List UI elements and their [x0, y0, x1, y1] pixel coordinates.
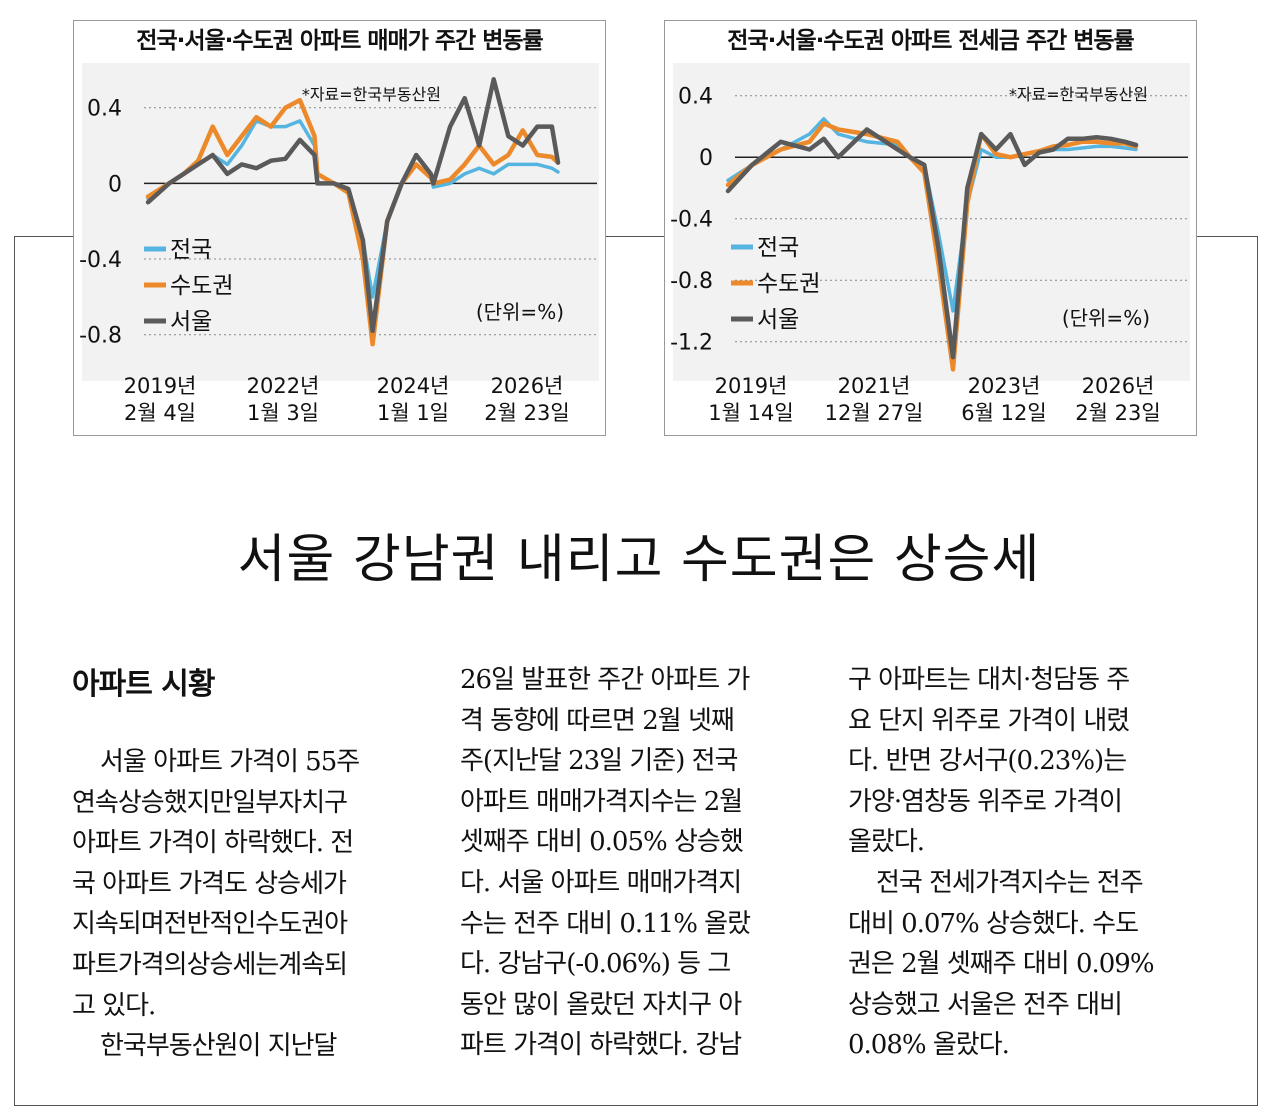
body-line: 아파트 매매가격지수는 2월: [460, 786, 743, 817]
body-column-2: 26일 발표한 주간 아파트 가 격 동향에 따르면 2월 넷째 주(지난달 2…: [460, 660, 812, 1066]
x-tick-label: 6월 12일: [961, 401, 1046, 425]
body-line: 대비 0.07% 상승했다. 수도: [848, 908, 1139, 939]
body-line: 고 있다.: [72, 990, 156, 1021]
source-note: *자료=한국부동산원: [1009, 85, 1148, 104]
legend-label: 서울: [757, 307, 799, 333]
body-line: 파트가격의상승세는계속되: [72, 949, 348, 980]
legend-label: 수도권: [170, 273, 233, 299]
y-tick-label: -0.8: [79, 324, 122, 349]
body-line: 한국부동산원이 지난달: [100, 1031, 337, 1062]
x-tick-label: 2021년: [838, 374, 911, 398]
x-tick-label: 2022년: [247, 374, 320, 398]
source-note: *자료=한국부동산원: [302, 85, 441, 104]
y-tick-label: 0: [699, 146, 713, 171]
y-tick-label: -0.4: [79, 248, 122, 273]
body-line: 수는 전주 대비 0.11% 올랐: [460, 908, 751, 939]
body-column-1: 서울 아파트 가격이 55주 연속상승했지만일부자치구 아파트 가격이 하락했다…: [72, 742, 424, 1067]
x-tick-label: 1월 3일: [247, 401, 319, 425]
section-label: 아파트 시황: [72, 667, 215, 702]
x-tick-label: 2026년: [491, 374, 564, 398]
y-tick-label: 0.4: [87, 97, 122, 122]
body-line: 지속되며전반적인수도권아: [72, 909, 348, 940]
body-line: 주(지난달 23일 기준) 전국: [460, 746, 738, 777]
x-tick-label: 1월 14일: [708, 401, 793, 425]
body-line: 다. 서울 아파트 매매가격지: [460, 867, 742, 898]
x-tick-label: 2월 23일: [484, 401, 569, 425]
x-tick-label: 2월 4일: [124, 401, 196, 425]
body-line: 올랐다.: [848, 827, 925, 858]
y-tick-label: -0.8: [670, 269, 713, 294]
x-tick-label: 1월 1일: [377, 401, 449, 425]
legend-label: 전국: [757, 235, 799, 261]
x-tick-label: 12월 27일: [825, 401, 924, 425]
x-tick-label: 2023년: [968, 374, 1041, 398]
x-tick-label: 2019년: [124, 374, 197, 398]
body-line: 가양·염창동 위주로 가격이: [848, 786, 1123, 817]
y-tick-label: 0.4: [678, 85, 713, 110]
body-line: 요 단지 위주로 가격이 내렸: [848, 705, 1130, 736]
x-tick-label: 2024년: [377, 374, 450, 398]
body-line: 연속상승했지만일부자치구: [72, 787, 348, 818]
right-chart-panel: 전국·서울·수도권 아파트 전세금 주간 변동률 0.4 0 -0.4 -0.8 -1.…: [664, 20, 1197, 436]
series-line-3: [145, 77, 561, 334]
body-line: 셋째주 대비 0.05% 상승했: [460, 827, 744, 858]
body-line: 전국 전세가격지수는 전주: [876, 867, 1144, 898]
y-tick-label: -1.2: [670, 331, 713, 356]
right-chart-title: 전국·서울·수도권 아파트 전세금 주간 변동률: [727, 28, 1134, 54]
article-frame: [14, 236, 1258, 1106]
body-line: 26일 발표한 주간 아파트 가: [460, 665, 750, 695]
x-tick-label: 2월 23일: [1075, 401, 1160, 425]
series-line-3: [725, 127, 1139, 360]
y-tick-label: -0.4: [670, 208, 713, 233]
unit-note: (단위=%): [476, 300, 564, 324]
legend-label: 서울: [170, 309, 212, 335]
x-tick-label: 2026년: [1082, 374, 1155, 398]
body-line: 권은 2월 셋째주 대비 0.09%: [848, 949, 1155, 980]
plot-background: [82, 63, 599, 381]
body-line: 아파트 가격이 하락했다. 전: [72, 828, 354, 859]
body-line: 동안 많이 올랐던 자치구 아: [460, 989, 742, 1020]
body-column-3: 구 아파트는 대치·청담동 주 요 단지 위주로 가격이 내렸 다. 반면 강서…: [848, 660, 1200, 1066]
body-line: 격 동향에 따르면 2월 넷째: [460, 705, 735, 736]
body-line: 파트 가격이 하락했다. 강남: [460, 1030, 742, 1061]
headline: 서울 강남권 내리고 수도권은 상승세: [237, 530, 1041, 590]
x-tick-label: 2019년: [715, 374, 788, 398]
unit-note: (단위=%): [1062, 306, 1150, 330]
body-line: 다. 반면 강서구(0.23%)는: [848, 746, 1127, 777]
legend-label: 전국: [170, 237, 212, 263]
left-chart-panel: 전국·서울·수도권 아파트 매매가 주간 변동률 0.4 0 -0.4 -0.8 *자료…: [73, 20, 606, 436]
body-line: 구 아파트는 대치·청담동 주: [848, 665, 1130, 695]
legend-label: 수도권: [757, 271, 820, 297]
body-line: 상승했고 서울은 전주 대비: [848, 989, 1123, 1020]
left-chart-title: 전국·서울·수도권 아파트 매매가 주간 변동률: [136, 28, 543, 54]
body-line: 0.08% 올랐다.: [848, 1030, 1010, 1061]
y-tick-label: 0: [108, 172, 122, 197]
body-line: 서울 아파트 가격이 55주: [100, 747, 360, 777]
body-line: 다. 강남구(-0.06%) 등 그: [460, 949, 731, 980]
body-line: 국 아파트 가격도 상승세가: [72, 868, 347, 899]
